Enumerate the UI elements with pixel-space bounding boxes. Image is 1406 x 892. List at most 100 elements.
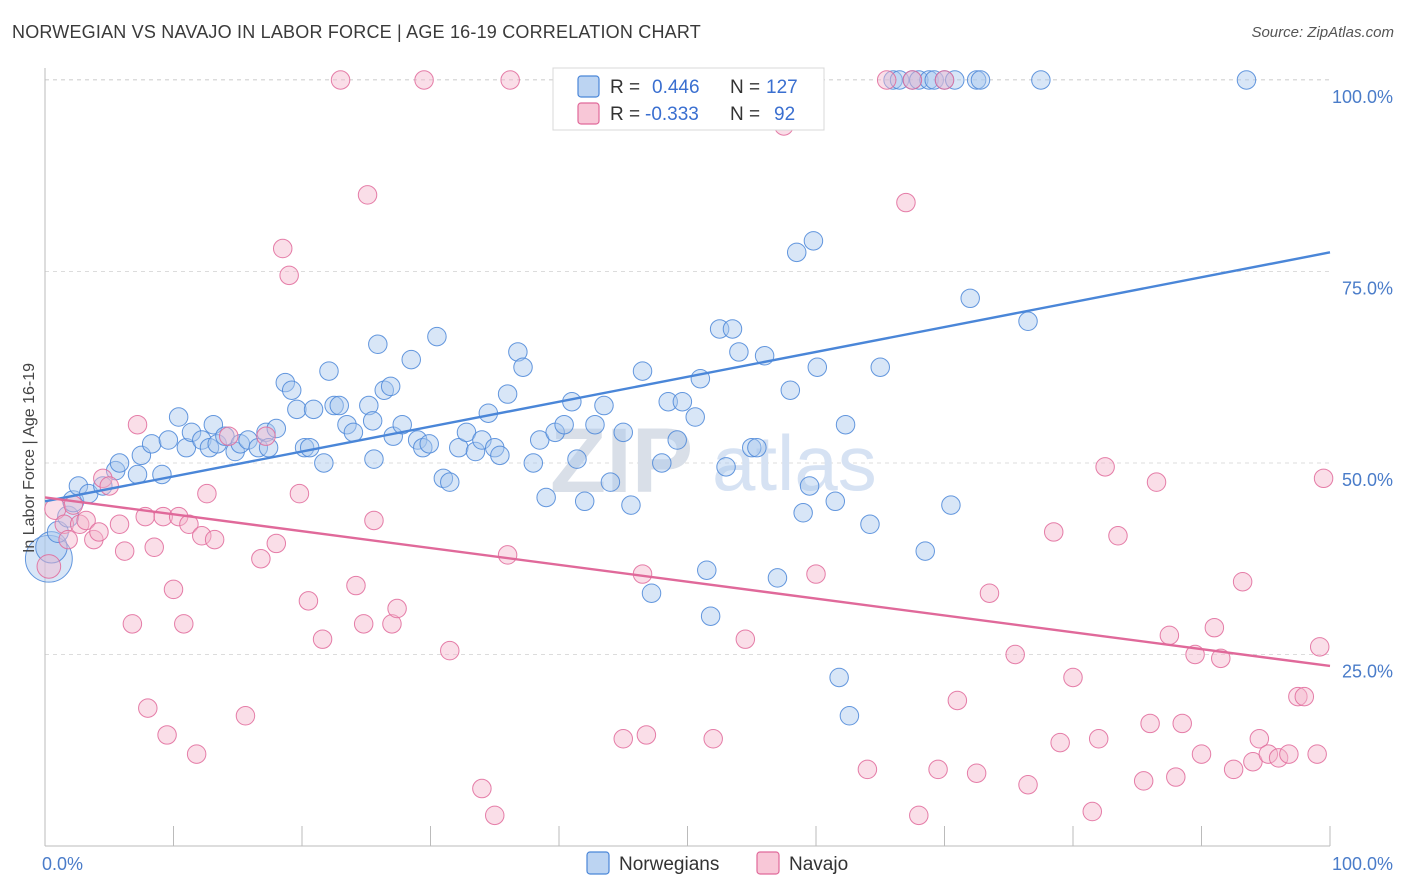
navajo-point-37 bbox=[312, 629, 333, 649]
navajo-point-2 bbox=[54, 514, 75, 535]
norwegians-point-105 bbox=[829, 667, 849, 688]
norwegians-point-106 bbox=[835, 414, 856, 435]
navajo-point-39 bbox=[346, 575, 366, 596]
navajo-point-42 bbox=[364, 510, 384, 531]
norwegians-point-55 bbox=[433, 468, 454, 489]
norwegians-point-59 bbox=[465, 441, 486, 462]
navajo-point-27 bbox=[204, 529, 225, 550]
series-1-points bbox=[36, 70, 1334, 826]
navajo-point-95 bbox=[1294, 686, 1315, 707]
norwegians-point-44 bbox=[364, 449, 384, 469]
navajo-point-43 bbox=[382, 614, 402, 634]
norwegians-point-16 bbox=[176, 437, 197, 458]
navajo-point-26 bbox=[197, 483, 217, 504]
navajo-point-84 bbox=[1191, 744, 1212, 764]
norwegians-point-91 bbox=[716, 457, 736, 477]
norwegians-point-43 bbox=[362, 411, 383, 431]
navajo-point-79 bbox=[1146, 472, 1167, 492]
navajo-point-36 bbox=[298, 591, 319, 611]
y-tick-label-3: 100.0% bbox=[1332, 87, 1393, 107]
navajo-point-66 bbox=[966, 763, 987, 783]
norwegians-point-9 bbox=[109, 453, 130, 473]
navajo-point-24 bbox=[186, 744, 207, 764]
y-axis-label: In Labor Force | Age 16-19 bbox=[21, 363, 38, 553]
norwegians-point-38 bbox=[324, 395, 344, 416]
navajo-point-46 bbox=[440, 640, 460, 661]
navajo-point-77 bbox=[1133, 771, 1154, 791]
navajo-point-32 bbox=[266, 533, 287, 554]
navajo-point-6 bbox=[76, 510, 96, 531]
navajo-point-30 bbox=[251, 549, 271, 569]
navajo-point-81 bbox=[1166, 767, 1186, 787]
trend-lines bbox=[44, 251, 1331, 668]
norwegians-point-67 bbox=[523, 453, 544, 473]
navajo-point-40 bbox=[353, 614, 374, 634]
norwegians-point-108 bbox=[860, 514, 880, 535]
navajo-point-60 bbox=[896, 192, 916, 213]
navajo-point-94 bbox=[1288, 686, 1308, 707]
norwegians-point-76 bbox=[594, 395, 614, 416]
norwegians-point-41 bbox=[343, 422, 364, 443]
norwegians-point-42 bbox=[359, 395, 379, 416]
norwegians-point-82 bbox=[652, 453, 672, 473]
norwegians-point-115 bbox=[919, 70, 939, 90]
norwegians-point-80 bbox=[632, 361, 653, 381]
norwegians-point-102 bbox=[803, 231, 824, 251]
norwegians-point-12 bbox=[141, 434, 162, 454]
norwegians-point-114 bbox=[915, 541, 935, 561]
norwegians-point-119 bbox=[945, 70, 965, 90]
navajo-point-29 bbox=[235, 706, 256, 726]
norwegians-point-73 bbox=[567, 449, 587, 469]
navajo-point-48 bbox=[500, 70, 520, 90]
bottom-legend-navajo: Navajo bbox=[789, 854, 848, 875]
navajo-point-58 bbox=[857, 759, 878, 780]
norwegians-point-89 bbox=[700, 606, 721, 626]
navajo-point-71 bbox=[1050, 732, 1070, 753]
norwegians-point-74 bbox=[574, 491, 595, 512]
norwegians-point-47 bbox=[380, 376, 401, 397]
norwegians-point-99 bbox=[786, 242, 807, 263]
navajo-point-14 bbox=[127, 414, 148, 435]
norwegians-point-40 bbox=[337, 414, 357, 435]
legend-n-label-1: N = bbox=[730, 104, 760, 125]
norwegians-point-103 bbox=[807, 357, 828, 377]
norwegians-point-94 bbox=[742, 437, 762, 458]
norwegians-point-14 bbox=[158, 430, 179, 450]
legend-r-label-1: R = bbox=[610, 104, 640, 125]
norwegians-point-2 bbox=[46, 520, 69, 543]
navajo-point-23 bbox=[179, 514, 199, 535]
norwegians-point-36 bbox=[314, 453, 334, 473]
norwegians-point-125 bbox=[1236, 70, 1257, 90]
norwegians-point-50 bbox=[401, 349, 421, 370]
norwegians-point-56 bbox=[440, 472, 460, 492]
norwegians-point-35 bbox=[303, 399, 324, 420]
navajo-point-45 bbox=[414, 70, 434, 90]
y-tick-label-1: 50.0% bbox=[1342, 470, 1393, 490]
norwegians-point-95 bbox=[747, 437, 767, 458]
data-points bbox=[24, 70, 1334, 826]
navajo-point-28 bbox=[219, 426, 239, 446]
norwegians-point-46 bbox=[374, 380, 394, 400]
navajo-point-73 bbox=[1082, 801, 1103, 822]
navajo-point-38 bbox=[330, 70, 351, 90]
navajo-point-97 bbox=[1313, 468, 1334, 489]
navajo-point-82 bbox=[1172, 713, 1192, 734]
navajo-point-76 bbox=[1108, 526, 1128, 546]
legend-swatch-norwegians bbox=[577, 75, 600, 98]
norwegians-point-52 bbox=[413, 437, 433, 458]
navajo-point-34 bbox=[279, 265, 299, 286]
navajo-point-88 bbox=[1232, 571, 1253, 592]
navajo-point-41 bbox=[357, 185, 378, 205]
norwegians-point-79 bbox=[621, 495, 641, 515]
norwegians-point-20 bbox=[203, 414, 224, 435]
norwegians-point-113 bbox=[909, 70, 929, 90]
navajo-trend-line bbox=[44, 496, 1331, 668]
navajo-point-3 bbox=[58, 529, 78, 550]
norwegians-point-53 bbox=[419, 434, 439, 454]
norwegians-point-29 bbox=[266, 418, 287, 439]
norwegians-point-97 bbox=[767, 568, 788, 588]
axes bbox=[44, 68, 1331, 847]
norwegians-point-31 bbox=[281, 380, 302, 400]
norwegians-point-65 bbox=[508, 342, 528, 362]
navajo-point-31 bbox=[256, 426, 276, 446]
